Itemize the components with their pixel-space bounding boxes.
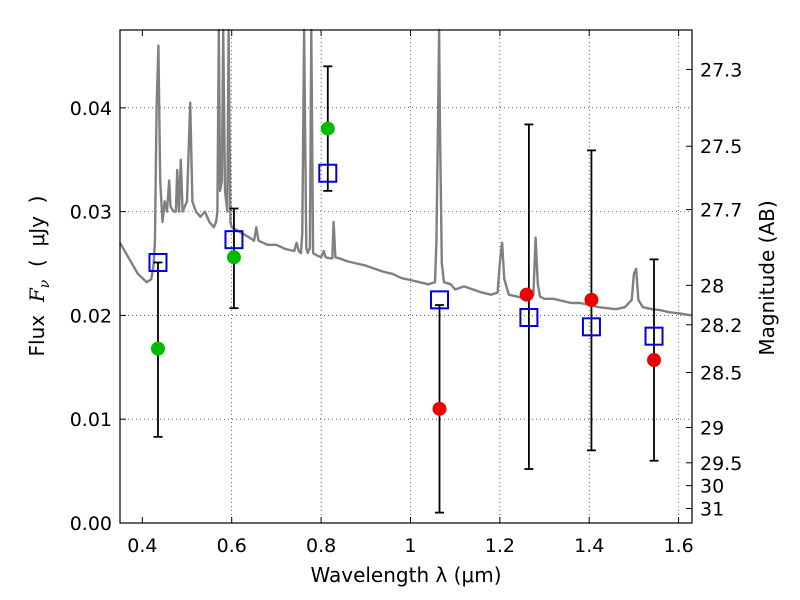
model-spectrum-line: [118, 28, 693, 317]
green-data-point: [320, 121, 335, 136]
magnitude-tick-label: 31: [700, 498, 724, 520]
y-tick-label: 0.01: [70, 409, 112, 431]
model-bandpass-square: [224, 230, 244, 250]
model-bandpass-square: [644, 326, 664, 346]
magnitude-tick-label: 28: [700, 275, 724, 297]
red-data-point: [647, 353, 662, 368]
axis-ticks: 0.4 0.6 0.8 1 1.2 1.4 1.6 0.00 0.01 0.02 0.03 0.04 2…: [70, 30, 742, 557]
y-label-symbol: F: [25, 287, 49, 303]
y-label-suffix: ( μJy ): [25, 196, 49, 280]
x-tick-label: 0.4: [127, 535, 157, 557]
magnitude-tick-label: 27.7: [700, 200, 742, 222]
red-data-point: [519, 287, 534, 302]
magnitude-tick-label: 29.5: [700, 453, 742, 475]
x-tick-label: 1: [404, 535, 416, 557]
y-label-subscript: ν: [37, 279, 53, 288]
magnitude-tick-label: 29: [700, 418, 724, 440]
x-tick-label: 1.6: [663, 535, 693, 557]
magnitude-tick-label: 27.5: [700, 136, 742, 158]
magnitude-tick-label: 30: [700, 476, 724, 498]
model-spectrum: [118, 28, 693, 317]
x-tick-label: 0.8: [306, 535, 336, 557]
model-bandpass-square: [148, 252, 168, 272]
model-bandpass-square: [519, 307, 539, 327]
y-tick-label: 0.02: [70, 305, 112, 327]
model-bandpass-square: [318, 163, 338, 183]
plot-background: [120, 30, 692, 523]
y-tick-label: 0.00: [70, 513, 112, 535]
x-axis-label: Wavelength λ (μm): [310, 563, 501, 587]
x-tick-label: 1.2: [485, 535, 515, 557]
data-markers: [148, 121, 664, 416]
magnitude-tick-label: 28.2: [700, 315, 742, 337]
y-axis-label-left: Flux Fν ( μJy ): [25, 196, 53, 357]
red-data-point: [584, 292, 599, 307]
model-bandpass-square: [430, 290, 450, 310]
red-data-point: [432, 401, 447, 416]
y-label-prefix: Flux: [25, 302, 49, 356]
magnitude-tick-label: 28.5: [700, 363, 742, 385]
green-data-point: [150, 341, 165, 356]
grid: [120, 30, 692, 523]
x-tick-label: 0.6: [217, 535, 247, 557]
y-tick-label: 0.04: [70, 98, 112, 120]
green-data-point: [226, 250, 241, 265]
y-tick-label: 0.03: [70, 202, 112, 224]
x-tick-label: 1.4: [574, 535, 604, 557]
magnitude-tick-label: 27.3: [700, 59, 742, 81]
model-bandpass-square: [581, 317, 601, 337]
y-axis-label-right: Magnitude (AB): [755, 200, 779, 355]
plot-frame: [119, 29, 693, 524]
